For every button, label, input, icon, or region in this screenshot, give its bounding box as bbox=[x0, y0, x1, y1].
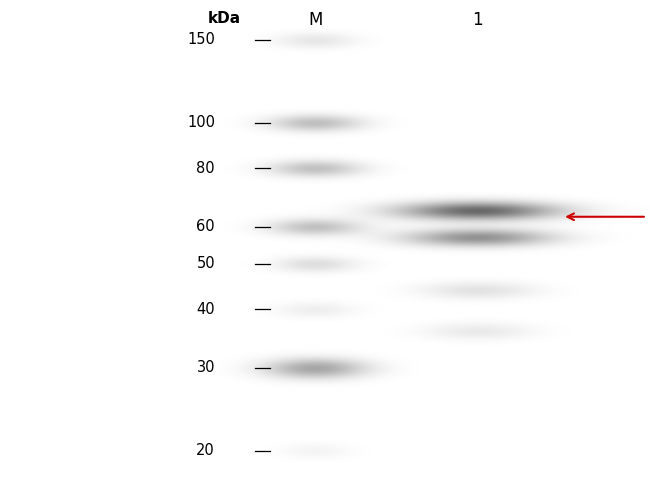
Text: 40: 40 bbox=[196, 302, 215, 317]
Text: 80: 80 bbox=[196, 161, 215, 176]
Text: 30: 30 bbox=[196, 360, 215, 375]
Text: 60: 60 bbox=[196, 219, 215, 234]
Text: 50: 50 bbox=[196, 256, 215, 271]
Text: 100: 100 bbox=[187, 115, 215, 130]
Text: kDa: kDa bbox=[208, 11, 240, 26]
Text: 20: 20 bbox=[196, 443, 215, 458]
Text: M: M bbox=[308, 11, 322, 29]
Text: 150: 150 bbox=[187, 33, 215, 48]
Text: 1: 1 bbox=[473, 11, 483, 29]
